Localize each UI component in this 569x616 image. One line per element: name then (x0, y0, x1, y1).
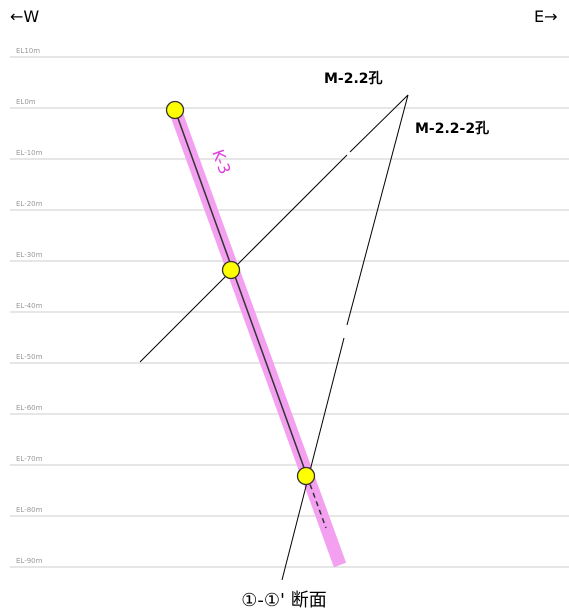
east-label: E→ (534, 7, 558, 26)
borehole-label: M-2.2-2孔 (415, 121, 489, 137)
elevation-label: EL-40m (16, 302, 43, 310)
section-title: ①-①' 断面 (241, 590, 326, 611)
intersection (296, 466, 316, 486)
elevation-label: EL0m (16, 98, 36, 106)
west-label: ←W (10, 7, 39, 26)
m22-leader (349, 94, 409, 153)
borehole-label: M-2.2孔 (324, 71, 383, 87)
elevation-label: EL-20m (16, 200, 43, 208)
m222-line (281, 337, 345, 581)
k3-dashed (306, 475, 327, 529)
elevation-label: EL-90m (16, 557, 43, 565)
elevation-label: EL10m (16, 47, 40, 55)
elevation-label: EL-80m (16, 506, 43, 514)
k3-label: K-3 (208, 147, 234, 177)
m22-line (139, 154, 348, 363)
elevation-label: EL-60m (16, 404, 43, 412)
elevation-label: EL-70m (16, 455, 43, 463)
k3-line (174, 109, 308, 477)
intersection (221, 260, 241, 280)
m222-leader (346, 94, 409, 326)
elevation-label: EL-50m (16, 353, 43, 361)
elevation-label: EL-10m (16, 149, 43, 157)
elevation-label: EL-30m (16, 251, 43, 259)
elevation-grid: EL10m EL0m EL-10m EL-20m EL-30m EL-40m EL-50m E… (10, 47, 569, 568)
intersection (165, 100, 185, 120)
